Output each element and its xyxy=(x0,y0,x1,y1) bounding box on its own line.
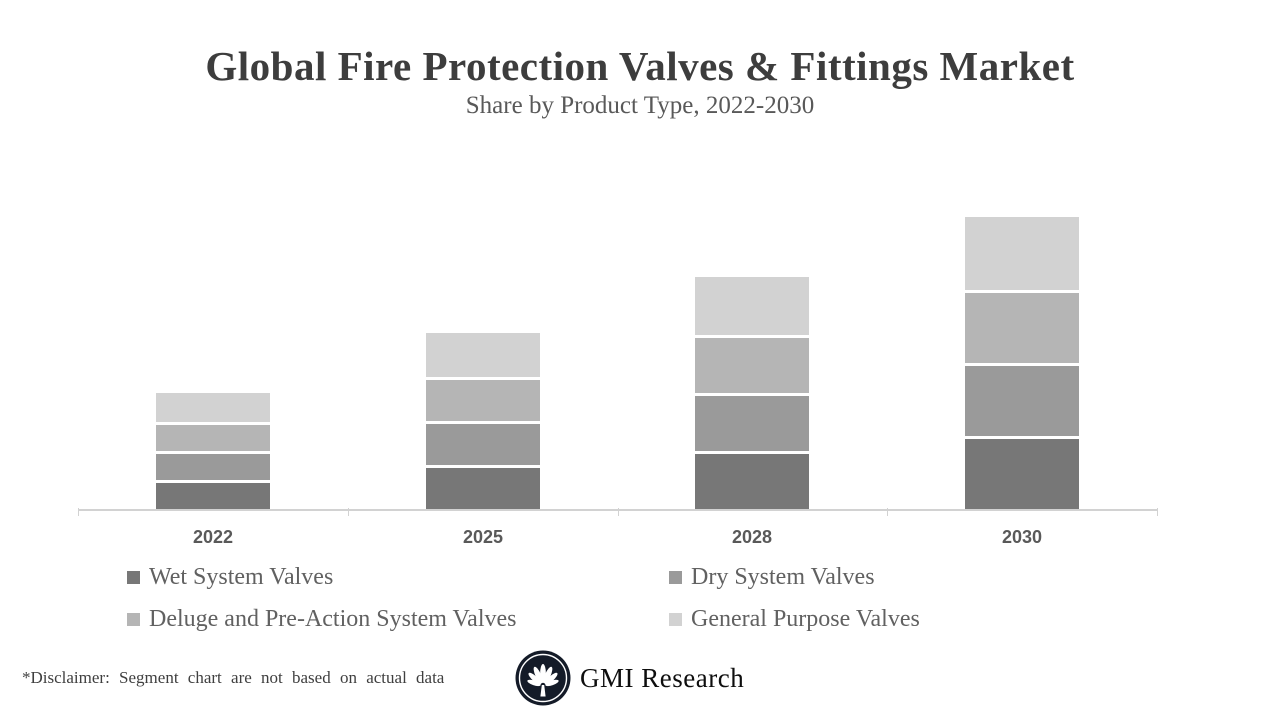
legend-label: Deluge and Pre-Action System Valves xyxy=(149,605,517,632)
legend-marker-square-icon xyxy=(127,570,140,584)
bar-segment xyxy=(695,335,809,393)
legend-marker-square-icon xyxy=(669,612,682,626)
x-axis-label: 2025 xyxy=(462,527,504,547)
bar-segment xyxy=(965,436,1079,509)
legend-label: General Purpose Valves xyxy=(691,605,920,632)
brand-logo: GMI Research xyxy=(515,650,744,706)
x-axis-tick xyxy=(78,508,79,516)
bar-segment xyxy=(695,277,809,335)
bar-segment xyxy=(695,451,809,509)
bar-segment xyxy=(426,421,540,465)
chart-subtitle: Share by Product Type, 2022-2030 xyxy=(465,92,815,119)
disclaimer-text: *Disclaimer: Segment chart are not based… xyxy=(22,668,445,687)
x-axis-label: 2028 xyxy=(731,527,773,547)
legend-item-deluge-pre-action-valves: Deluge and Pre-Action System Valves xyxy=(127,605,669,634)
x-axis-tick xyxy=(348,508,349,516)
x-axis-tick xyxy=(887,508,888,516)
bar-segment xyxy=(156,422,270,451)
legend-label: Wet System Valves xyxy=(149,564,334,590)
x-axis-label: 2022 xyxy=(192,527,234,547)
bar-segment xyxy=(965,217,1079,290)
chart-title: Global Fire Protection Valves & Fittings… xyxy=(205,43,1075,89)
bar-segment xyxy=(695,393,809,451)
legend-marker-square-icon xyxy=(669,570,682,584)
x-axis-tick xyxy=(1157,508,1158,516)
palm-fan-icon xyxy=(515,650,571,706)
x-axis-tick xyxy=(618,508,619,516)
x-axis-label: 2030 xyxy=(1001,527,1043,547)
legend-item-wet-system-valves: Wet System Valves xyxy=(127,563,669,592)
bar-segment xyxy=(965,290,1079,363)
x-axis-line xyxy=(78,509,1157,511)
legend-item-dry-system-valves: Dry System Valves xyxy=(669,563,920,592)
bar-segment xyxy=(156,480,270,509)
legend-marker-square-icon xyxy=(127,612,140,626)
bar-segment xyxy=(156,451,270,480)
legend-label: Dry System Valves xyxy=(691,564,875,590)
bar-segment xyxy=(156,393,270,422)
legend-item-general-purpose-valves: General Purpose Valves xyxy=(669,605,920,634)
bar-segment xyxy=(965,363,1079,436)
bar-segment xyxy=(426,465,540,509)
bar-segment xyxy=(426,377,540,421)
bar-segment xyxy=(426,333,540,377)
brand-name: GMI Research xyxy=(580,662,745,693)
legend: Wet System Valves Dry System Valves Delu… xyxy=(127,563,920,634)
